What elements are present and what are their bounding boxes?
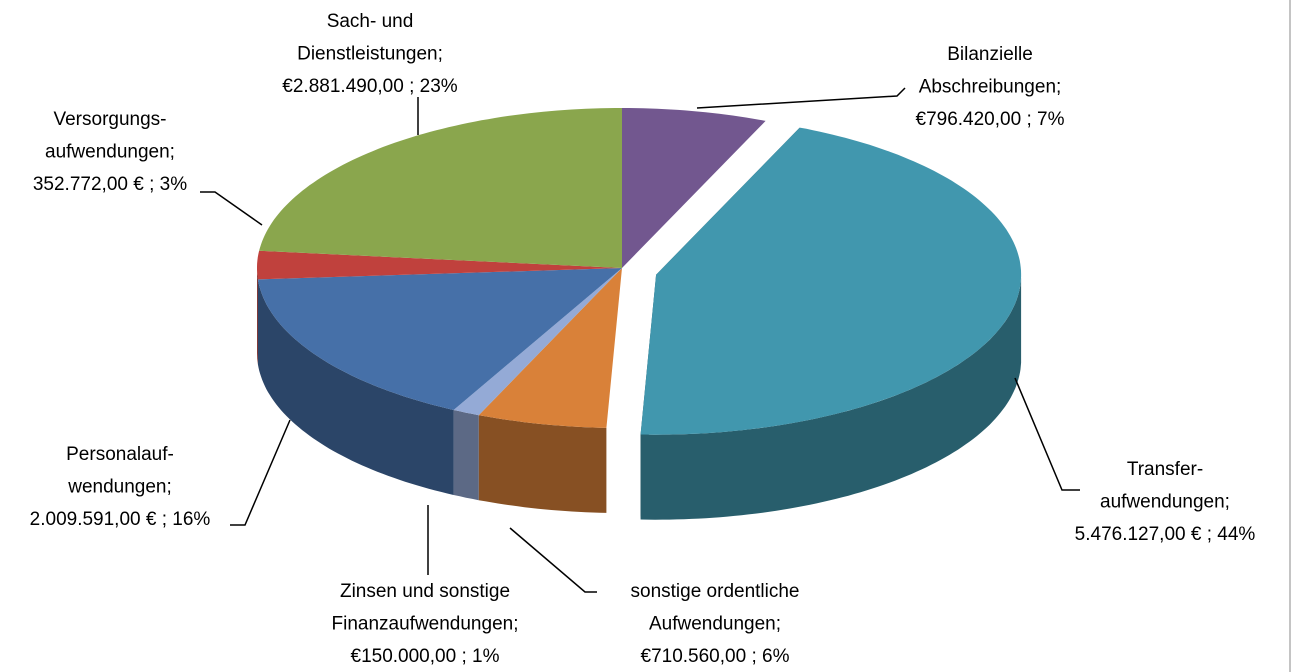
slice	[257, 250, 622, 280]
percent-label: 6%	[762, 646, 790, 667]
data-label: Zinsen und sonstige Finanzaufwendungen; €1…	[332, 581, 519, 667]
label-category: Personalauf-	[66, 444, 174, 465]
value-label: €150.000,00	[351, 646, 457, 667]
label-category: Finanzaufwendungen;	[332, 614, 519, 635]
label-category: Aufwendungen;	[649, 614, 781, 635]
value-label: €796.420,00	[916, 109, 1022, 130]
leader-line	[1014, 377, 1080, 491]
slice	[478, 268, 622, 428]
data-label: Bilanzielle Abschreibungen; €796.420,00 ; …	[916, 44, 1065, 130]
label-category: Sach- und	[327, 11, 414, 32]
label-category: aufwendungen;	[45, 142, 175, 163]
separator: ;	[1021, 109, 1037, 130]
data-label: sonstige ordentliche Aufwendungen; €710.56…	[631, 581, 800, 667]
data-label: Personalauf-wendungen; 2.009.591,00 € ; 1…	[30, 444, 211, 530]
label-value: 5.476.127,00 € ; 44%	[1075, 524, 1256, 545]
slice	[257, 268, 622, 410]
separator: ;	[404, 76, 420, 97]
percent-label: 1%	[472, 646, 500, 667]
separator: ;	[144, 174, 160, 195]
slice-side	[257, 268, 258, 365]
data-label: Versorgungs-aufwendungen; 352.772,00 € ; …	[33, 109, 187, 195]
separator: ;	[156, 509, 172, 530]
label-category: Bilanzielle	[947, 44, 1033, 65]
separator: ;	[1201, 524, 1217, 545]
percent-label: 44%	[1217, 524, 1255, 545]
label-category: sonstige ordentliche	[631, 581, 800, 602]
label-category: Abschreibungen;	[919, 77, 1062, 98]
label-value: 2.009.591,00 € ; 16%	[30, 509, 211, 530]
leader-line	[200, 191, 263, 226]
leader-line	[230, 419, 291, 526]
label-value: €710.560,00 ; 6%	[641, 646, 790, 667]
value-label: 2.009.591,00 €	[30, 509, 157, 530]
label-category: aufwendungen;	[1100, 492, 1230, 513]
leader-line	[696, 87, 906, 109]
slice-side	[478, 415, 607, 513]
value-label: €710.560,00	[641, 646, 747, 667]
data-label: Sach- und Dienstleistungen; €2.881.490,00 …	[282, 11, 457, 97]
slice	[453, 268, 622, 416]
slice	[640, 127, 1022, 435]
value-label: 5.476.127,00 €	[1075, 524, 1202, 545]
slice-side	[453, 410, 479, 501]
value-label: €2.881.490,00	[282, 76, 404, 97]
label-category: wendungen;	[67, 477, 172, 498]
slice	[622, 108, 766, 268]
label-value: €150.000,00 ; 1%	[351, 646, 500, 667]
label-value: €796.420,00 ; 7%	[916, 109, 1065, 130]
label-category: Dienstleistungen;	[297, 44, 443, 65]
data-label: Transfer-aufwendungen; 5.476.127,00 € ; 4…	[1075, 459, 1256, 545]
percent-label: 23%	[420, 76, 458, 97]
label-category: Transfer-	[1127, 459, 1203, 480]
label-value: 352.772,00 € ; 3%	[33, 174, 187, 195]
percent-label: 16%	[172, 509, 210, 530]
value-label: 352.772,00 €	[33, 174, 144, 195]
slice	[259, 108, 622, 268]
slice-side	[257, 279, 454, 495]
separator: ;	[456, 646, 472, 667]
separator: ;	[746, 646, 762, 667]
percent-label: 7%	[1037, 109, 1065, 130]
slice-side	[640, 274, 1022, 520]
label-value: €2.881.490,00 ; 23%	[282, 76, 457, 97]
label-category: Versorgungs-	[53, 109, 166, 130]
percent-label: 3%	[160, 174, 188, 195]
label-category: Zinsen und sonstige	[340, 581, 510, 602]
leader-line	[509, 527, 597, 593]
